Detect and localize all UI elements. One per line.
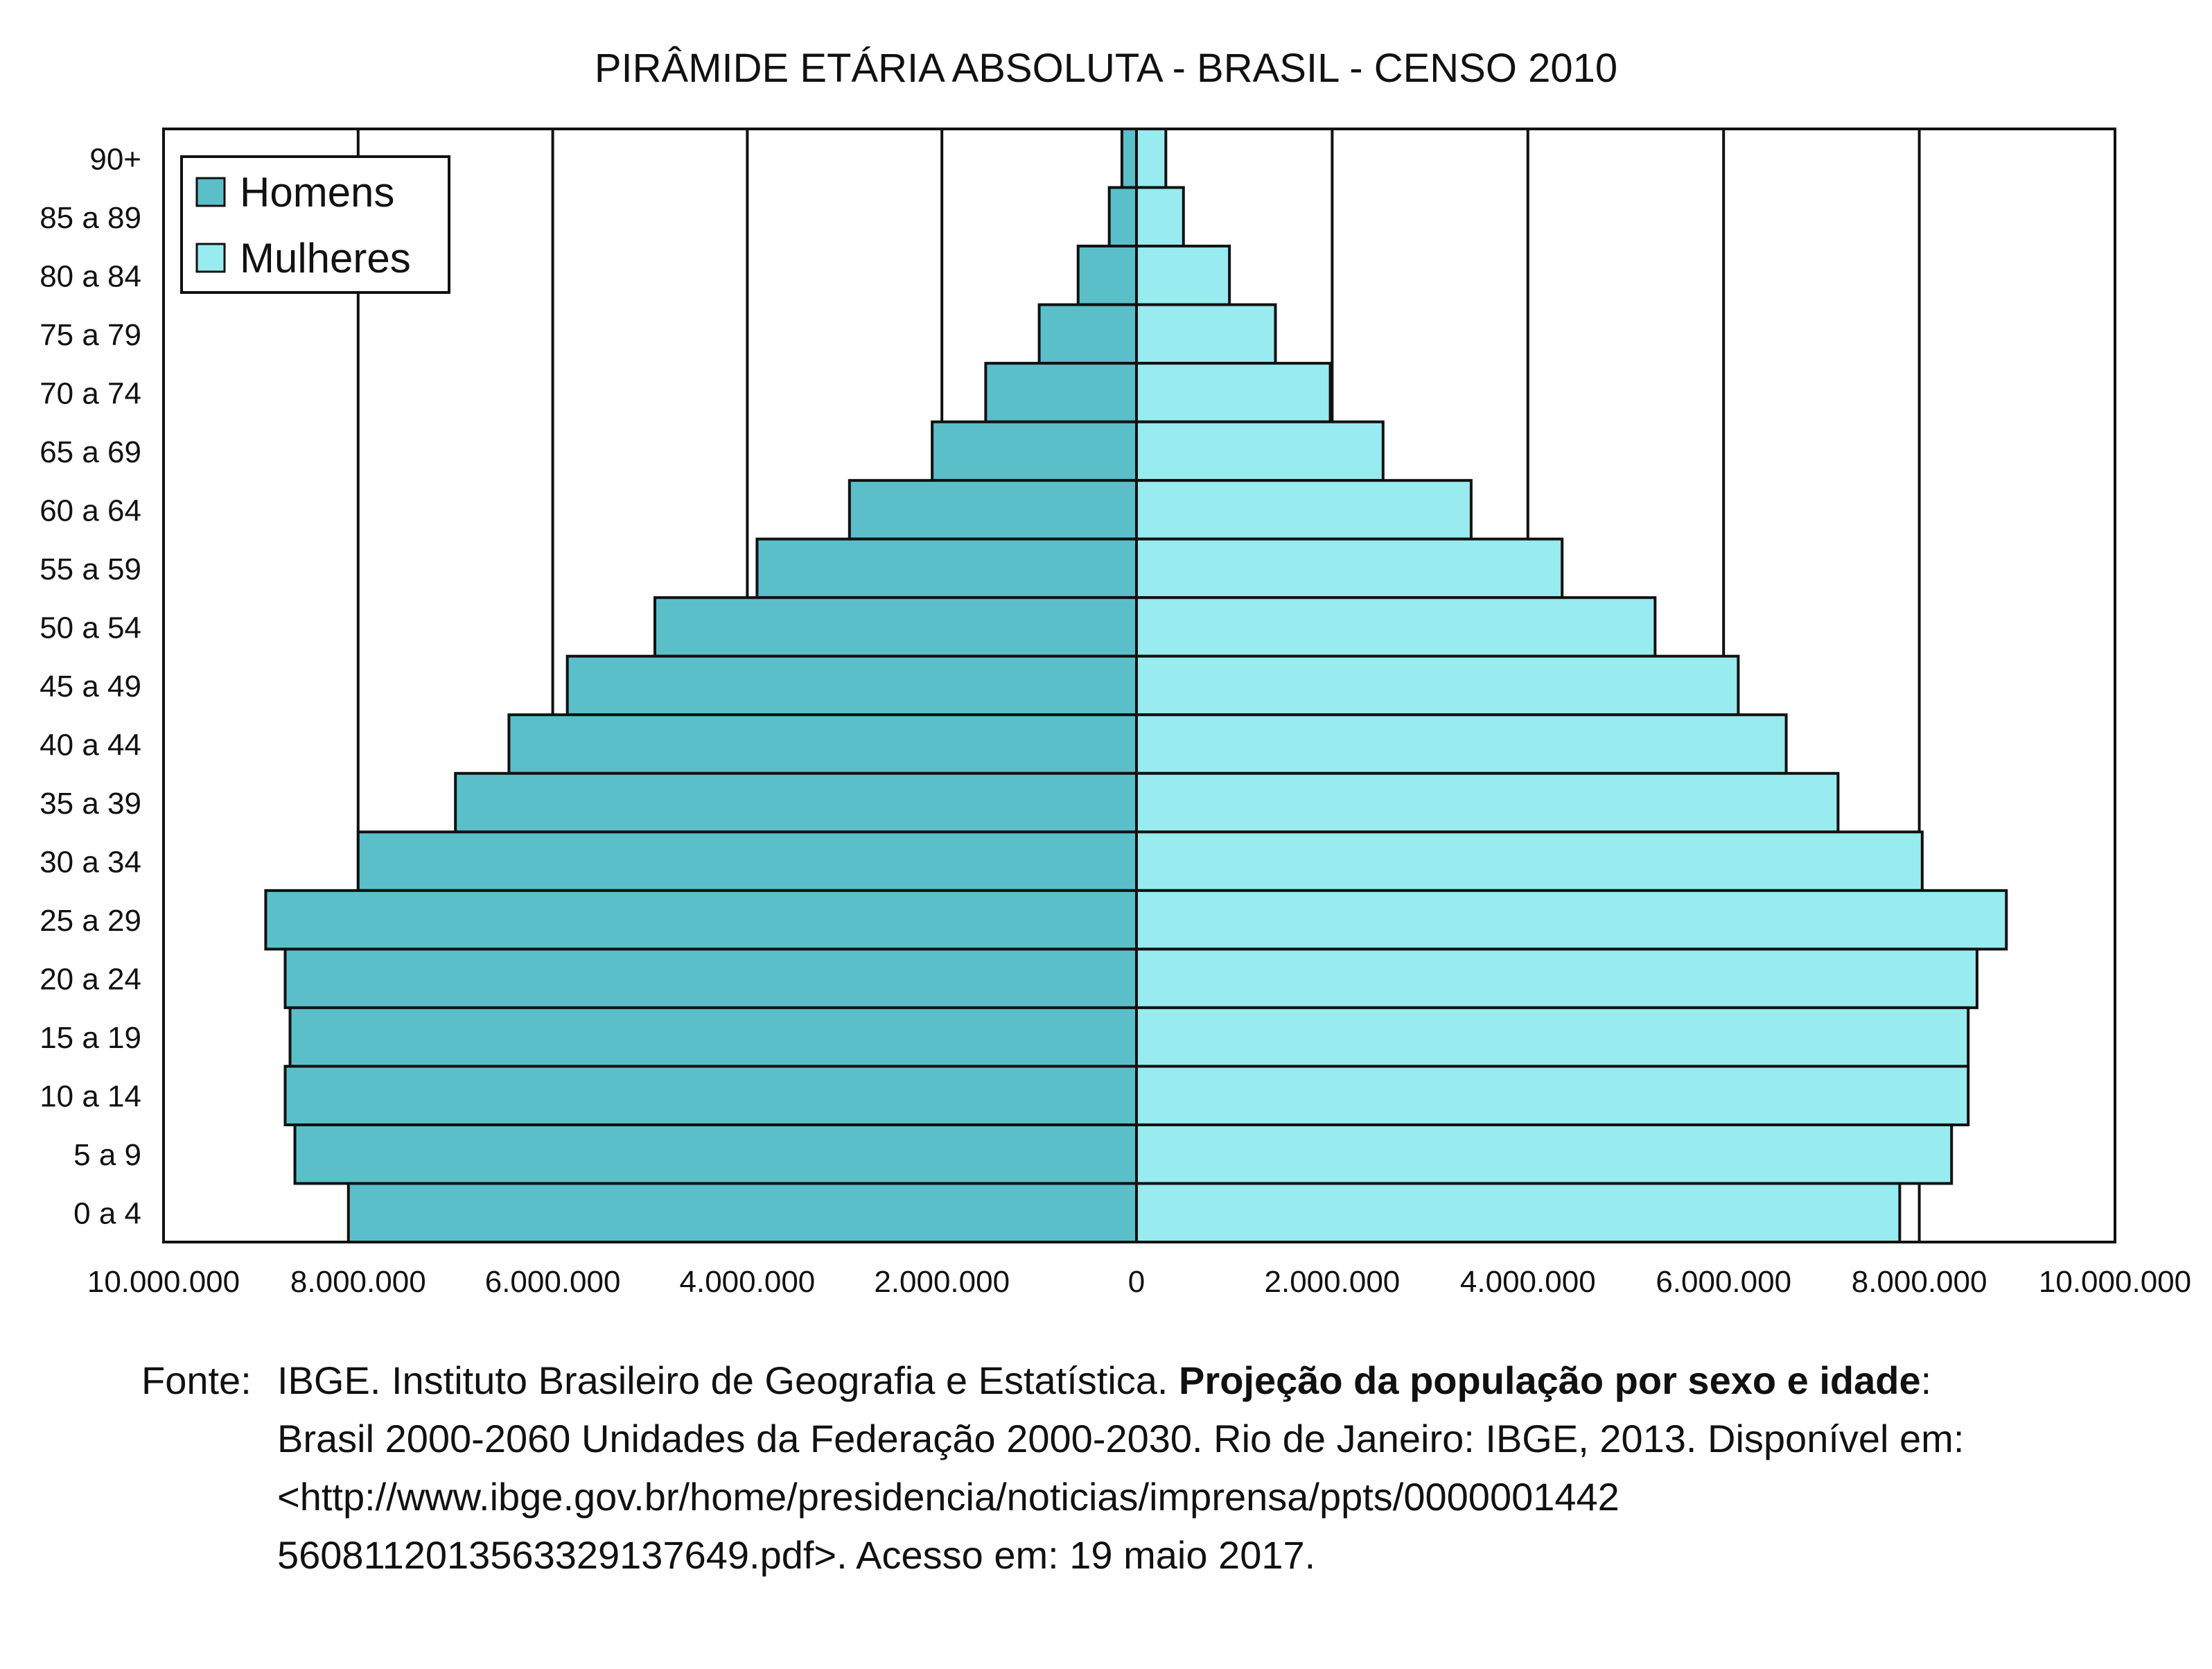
bar-homens-3: [1037, 303, 1138, 365]
bar-homens-16: [283, 1065, 1138, 1126]
age-label-0: 90+: [89, 142, 141, 176]
age-label-3: 75 a 79: [40, 318, 141, 352]
source-line-1-pre: IBGE. Instituto Brasileiro de Geografia …: [277, 1358, 1179, 1402]
bar-homens-0: [1120, 128, 1138, 189]
bar-homens-15: [288, 1006, 1138, 1068]
bar-mulheres-5: [1135, 420, 1385, 482]
bar-mulheres-15: [1135, 1006, 1970, 1068]
age-label-6: 60 a 64: [40, 493, 141, 527]
bar-homens-18: [346, 1182, 1138, 1243]
age-label-11: 35 a 39: [40, 787, 141, 821]
age-label-12: 30 a 34: [40, 846, 141, 880]
bar-mulheres-14: [1135, 947, 1978, 1009]
bar-mulheres-13: [1135, 889, 2008, 951]
age-label-9: 45 a 49: [40, 670, 141, 704]
legend-swatch-mulheres: [195, 243, 226, 273]
bar-mulheres-12: [1135, 830, 1924, 892]
legend-label-mulheres: Mulheres: [240, 235, 411, 281]
x-tick-label-2: 6.000.000: [485, 1265, 621, 1299]
bar-mulheres-2: [1135, 245, 1231, 306]
population-pyramid-chart: PIRÂMIDE ETÁRIA ABSOLUTA - BRASIL - CENS…: [40, 46, 2191, 1299]
age-label-5: 65 a 69: [40, 435, 141, 469]
bar-homens-7: [755, 537, 1138, 600]
legend-box: [180, 155, 450, 294]
bar-homens-17: [293, 1123, 1138, 1185]
bar-homens-5: [931, 420, 1139, 482]
age-label-14: 20 a 24: [40, 963, 141, 997]
bar-homens-10: [507, 713, 1138, 775]
bar-homens-14: [283, 947, 1138, 1009]
bar-mulheres-1: [1135, 186, 1185, 248]
bar-mulheres-17: [1135, 1123, 1954, 1185]
x-tick-label-9: 8.000.000: [1852, 1265, 1987, 1299]
x-tick-label-10: 10.000.000: [2039, 1265, 2191, 1299]
age-label-18: 0 a 4: [73, 1197, 141, 1231]
bar-mulheres-6: [1135, 479, 1473, 541]
age-label-13: 25 a 29: [40, 904, 141, 938]
age-label-15: 15 a 19: [40, 1021, 141, 1055]
x-tick-label-7: 4.000.000: [1460, 1265, 1596, 1299]
bar-mulheres-16: [1135, 1065, 1970, 1126]
bar-homens-2: [1076, 245, 1139, 306]
legend: Homens Mulheres: [180, 155, 450, 294]
bar-mulheres-4: [1135, 362, 1332, 423]
x-tick-label-0: 10.000.000: [87, 1265, 240, 1299]
bar-mulheres-3: [1135, 303, 1277, 365]
bar-mulheres-10: [1135, 713, 1788, 775]
age-label-8: 50 a 54: [40, 611, 141, 645]
bar-mulheres-9: [1135, 654, 1740, 717]
age-label-10: 40 a 44: [40, 728, 141, 762]
bar-mulheres-7: [1135, 537, 1564, 600]
age-label-4: 70 a 74: [40, 376, 141, 410]
bar-mulheres-0: [1135, 128, 1168, 189]
x-tick-labels: 10.000.000 8.000.000 6.000.000 4.000.000 2.0…: [87, 1265, 2191, 1299]
bar-mulheres-11: [1135, 771, 1840, 834]
bar-homens-4: [984, 362, 1138, 423]
bar-mulheres-8: [1135, 596, 1657, 658]
source-line-2: Brasil 2000-2060 Unidades da Federação 2…: [277, 1417, 1965, 1460]
bar-homens-8: [653, 596, 1138, 658]
age-group-labels: 90+ 85 a 89 80 a 84 75 a 79 70 a 74 65 a 69 60…: [40, 142, 141, 1230]
bar-homens-9: [565, 654, 1138, 717]
x-tick-label-8: 6.000.000: [1656, 1265, 1791, 1299]
age-label-1: 85 a 89: [40, 201, 141, 235]
age-label-16: 10 a 14: [40, 1080, 141, 1114]
legend-swatch-homens: [195, 177, 226, 207]
source-label: Fonte:: [141, 1358, 252, 1402]
bar-homens-11: [454, 771, 1138, 834]
bar-homens-13: [264, 889, 1138, 951]
source-line-4: 5608112013563329137649.pdf>. Acesso em: …: [277, 1533, 1316, 1577]
x-tick-label-5: 0: [1128, 1265, 1145, 1299]
legend-label-homens: Homens: [240, 169, 394, 216]
source-text: IBGE. Instituto Brasileiro de Geografia …: [277, 1352, 2148, 1584]
bar-homens-12: [356, 830, 1138, 892]
source-line-3: <http://www.ibge.gov.br/home/presidencia…: [277, 1475, 1620, 1519]
x-tick-label-3: 4.000.000: [680, 1265, 816, 1299]
bar-homens-1: [1107, 186, 1138, 248]
x-tick-label-1: 8.000.000: [290, 1265, 426, 1299]
source-publication-title: Projeção da população por sexo e idade: [1179, 1358, 1921, 1402]
source-line-1: IBGE. Instituto Brasileiro de Geografia …: [277, 1352, 2148, 1410]
x-tick-label-6: 2.000.000: [1265, 1265, 1401, 1299]
x-tick-label-4: 2.000.000: [874, 1265, 1010, 1299]
chart-title: PIRÂMIDE ETÁRIA ABSOLUTA - BRASIL - CENS…: [595, 46, 1617, 91]
bar-homens-6: [848, 479, 1138, 541]
source-line-1-post: :: [1920, 1358, 1932, 1402]
bars: [264, 128, 2008, 1243]
age-label-7: 55 a 59: [40, 552, 141, 586]
bar-mulheres-18: [1135, 1182, 1902, 1243]
age-label-2: 80 a 84: [40, 259, 141, 293]
plot-frame: [162, 128, 2116, 1243]
age-label-17: 5 a 9: [73, 1138, 141, 1172]
